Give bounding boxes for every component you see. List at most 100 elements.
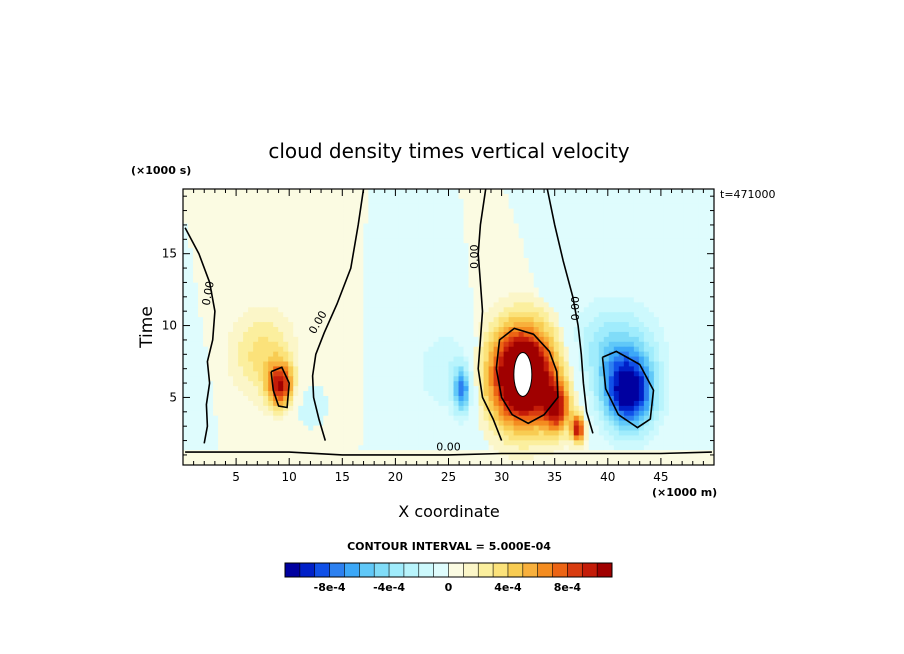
field-cell: [238, 193, 244, 200]
field-cell: [208, 351, 214, 358]
field-cell: [583, 386, 590, 392]
field-cell: [388, 341, 394, 348]
field-cell: [518, 238, 525, 244]
field-cell: [623, 361, 630, 368]
field-cell: [658, 346, 665, 353]
field-cell: [313, 198, 319, 205]
field-cell: [353, 331, 359, 338]
field-cell: [293, 267, 299, 274]
field-cell: [213, 336, 219, 343]
field-cell: [633, 272, 640, 279]
field-cell: [458, 243, 465, 249]
field-cell: [613, 327, 620, 333]
field-cell: [598, 233, 605, 239]
field-cell: [383, 213, 389, 220]
field-cell: [373, 381, 379, 387]
field-cell: [238, 331, 244, 338]
field-cell: [548, 331, 555, 338]
field-cell: [673, 327, 680, 333]
field-cell: [558, 351, 565, 358]
field-cell: [523, 312, 530, 318]
field-cell: [208, 415, 214, 422]
field-cell: [683, 248, 690, 254]
field-cell: [543, 410, 550, 417]
field-cell: [498, 218, 505, 225]
field-cell: [558, 228, 565, 234]
field-cell: [608, 415, 615, 422]
field-cell: [428, 415, 435, 422]
field-cell: [528, 317, 535, 323]
field-cell: [453, 391, 460, 397]
field-cell: [378, 361, 384, 368]
field-cell: [598, 248, 605, 254]
field-cell: [458, 366, 465, 372]
field-cell: [603, 376, 610, 382]
field-cell: [613, 371, 620, 377]
field-cell: [253, 361, 259, 368]
field-cell: [408, 193, 415, 200]
field-cell: [633, 356, 640, 363]
field-cell: [263, 267, 269, 274]
field-cell: [348, 341, 354, 348]
field-cell: [388, 277, 394, 284]
field-cell: [258, 391, 264, 397]
field-cell: [483, 258, 490, 264]
field-cell: [343, 381, 349, 387]
field-cell: [578, 248, 585, 254]
field-cell: [438, 228, 445, 234]
field-cell: [193, 302, 199, 308]
field-cell: [208, 189, 214, 195]
field-cell: [313, 203, 319, 210]
field-cell: [188, 198, 194, 205]
field-cell: [448, 292, 455, 299]
field-cell: [288, 223, 294, 230]
field-cell: [613, 292, 620, 299]
field-cell: [663, 376, 670, 382]
field-cell: [573, 415, 580, 422]
field-cell: [628, 327, 635, 333]
field-cell: [418, 253, 425, 259]
field-cell: [428, 208, 435, 215]
field-cell: [653, 213, 660, 220]
field-cell: [563, 218, 570, 225]
field-cell: [703, 386, 710, 392]
field-cell: [188, 267, 194, 274]
field-cell: [428, 248, 435, 254]
field-cell: [528, 238, 535, 244]
field-cell: [188, 351, 194, 358]
field-cell: [243, 376, 249, 382]
field-cell: [278, 272, 284, 279]
field-cell: [488, 331, 495, 338]
field-cell: [268, 292, 274, 299]
field-cell: [648, 331, 655, 338]
field-cell: [513, 203, 520, 210]
field-cell: [383, 203, 389, 210]
field-cell: [418, 248, 425, 254]
field-cell: [193, 223, 199, 230]
field-cell: [353, 346, 359, 353]
field-cell: [378, 267, 384, 274]
field-cell: [463, 317, 470, 323]
field-cell: [208, 386, 214, 392]
field-cell: [298, 331, 304, 338]
field-cell: [538, 198, 545, 205]
field-cell: [498, 248, 505, 254]
field-cell: [413, 248, 420, 254]
field-cell: [323, 193, 329, 200]
field-cell: [473, 366, 480, 372]
field-cell: [423, 238, 430, 244]
field-cell: [663, 287, 670, 294]
field-cell: [298, 356, 304, 363]
field-cell: [608, 253, 615, 259]
field-cell: [288, 351, 294, 358]
field-cell: [453, 297, 460, 303]
field-cell: [678, 223, 685, 230]
field-cell: [368, 253, 374, 259]
field-cell: [253, 198, 259, 205]
field-cell: [273, 297, 279, 303]
field-cell: [298, 391, 304, 397]
field-cell: [268, 331, 274, 338]
field-cell: [188, 287, 194, 294]
field-cell: [348, 386, 354, 392]
field-cell: [463, 233, 470, 239]
